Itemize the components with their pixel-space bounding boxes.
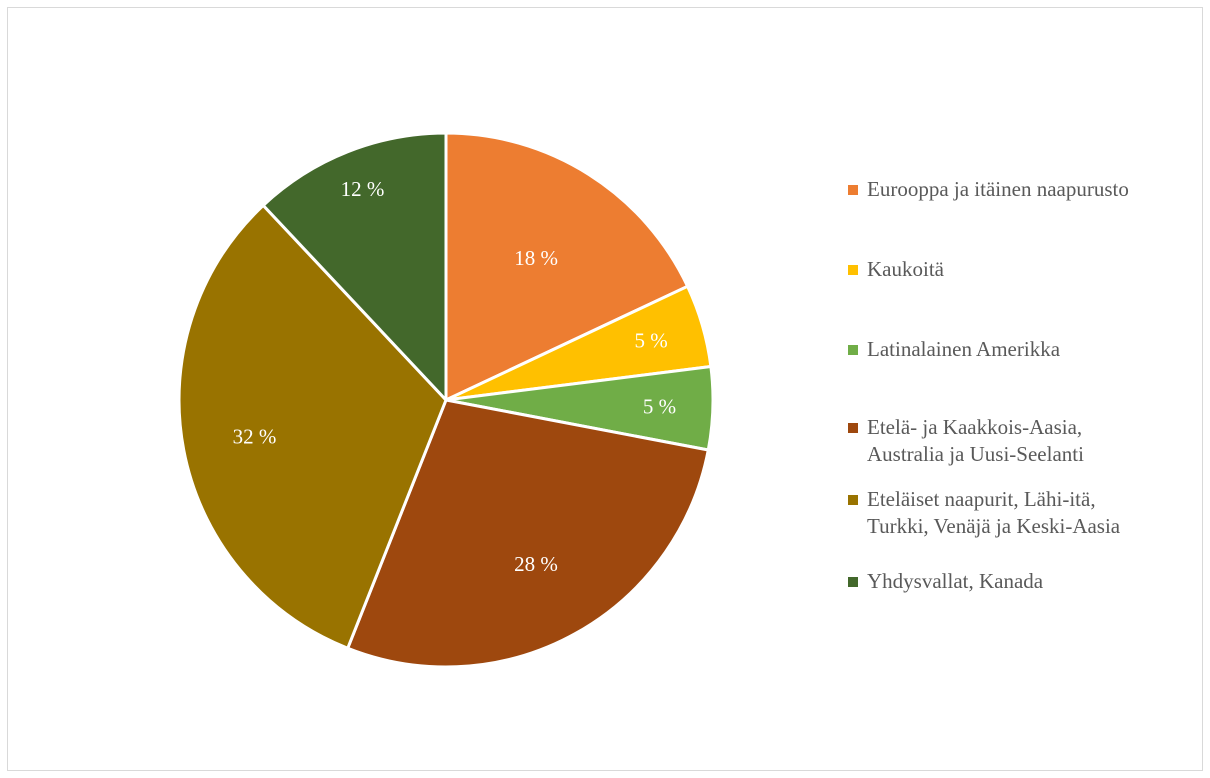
pie-data-label: 28 % — [514, 552, 558, 576]
legend-item: Etelä- ja Kaakkois-Aasia, Australia ja U… — [848, 414, 1198, 468]
legend-swatch — [848, 423, 858, 433]
pie-data-label: 32 % — [233, 425, 277, 449]
legend-item: Eurooppa ja itäinen naapurusto — [848, 176, 1198, 203]
pie-slice — [261, 131, 448, 402]
legend-label: Latinalainen Amerikka — [867, 337, 1061, 361]
pie-slice — [346, 398, 710, 669]
legend-swatch — [848, 345, 858, 355]
legend-label: Yhdysvallat, Kanada — [867, 569, 1044, 593]
legend-label: Etelä- ja Kaakkois-Aasia, Australia ja U… — [867, 415, 1084, 466]
pie-slices — [177, 131, 715, 669]
pie-data-labels: 18 % 5 % 5 % 28 % 32 % 12 % — [233, 177, 676, 576]
pie-slice — [177, 203, 448, 650]
legend-item: Latinalainen Amerikka — [848, 336, 1198, 363]
legend-swatch — [848, 185, 858, 195]
legend-item: Yhdysvallat, Kanada — [848, 568, 1198, 595]
legend-swatch — [848, 577, 858, 587]
legend-label: Eteläiset naapurit, Lähi-itä, Turkki, Ve… — [867, 487, 1121, 538]
legend-swatch — [848, 265, 858, 275]
legend-item: Eteläiset naapurit, Lähi-itä, Turkki, Ve… — [848, 486, 1198, 540]
legend-swatch — [848, 495, 858, 505]
legend-label: Kaukoitä — [867, 257, 944, 281]
pie-data-label: 5 % — [634, 328, 667, 352]
pie-data-label: 12 % — [341, 177, 385, 201]
pie-slice — [444, 131, 690, 402]
pie-data-label: 18 % — [514, 246, 558, 270]
legend-item: Kaukoitä — [848, 256, 1198, 283]
legend-label: Eurooppa ja itäinen naapurusto — [867, 177, 1129, 201]
pie-data-label: 5 % — [643, 395, 676, 419]
